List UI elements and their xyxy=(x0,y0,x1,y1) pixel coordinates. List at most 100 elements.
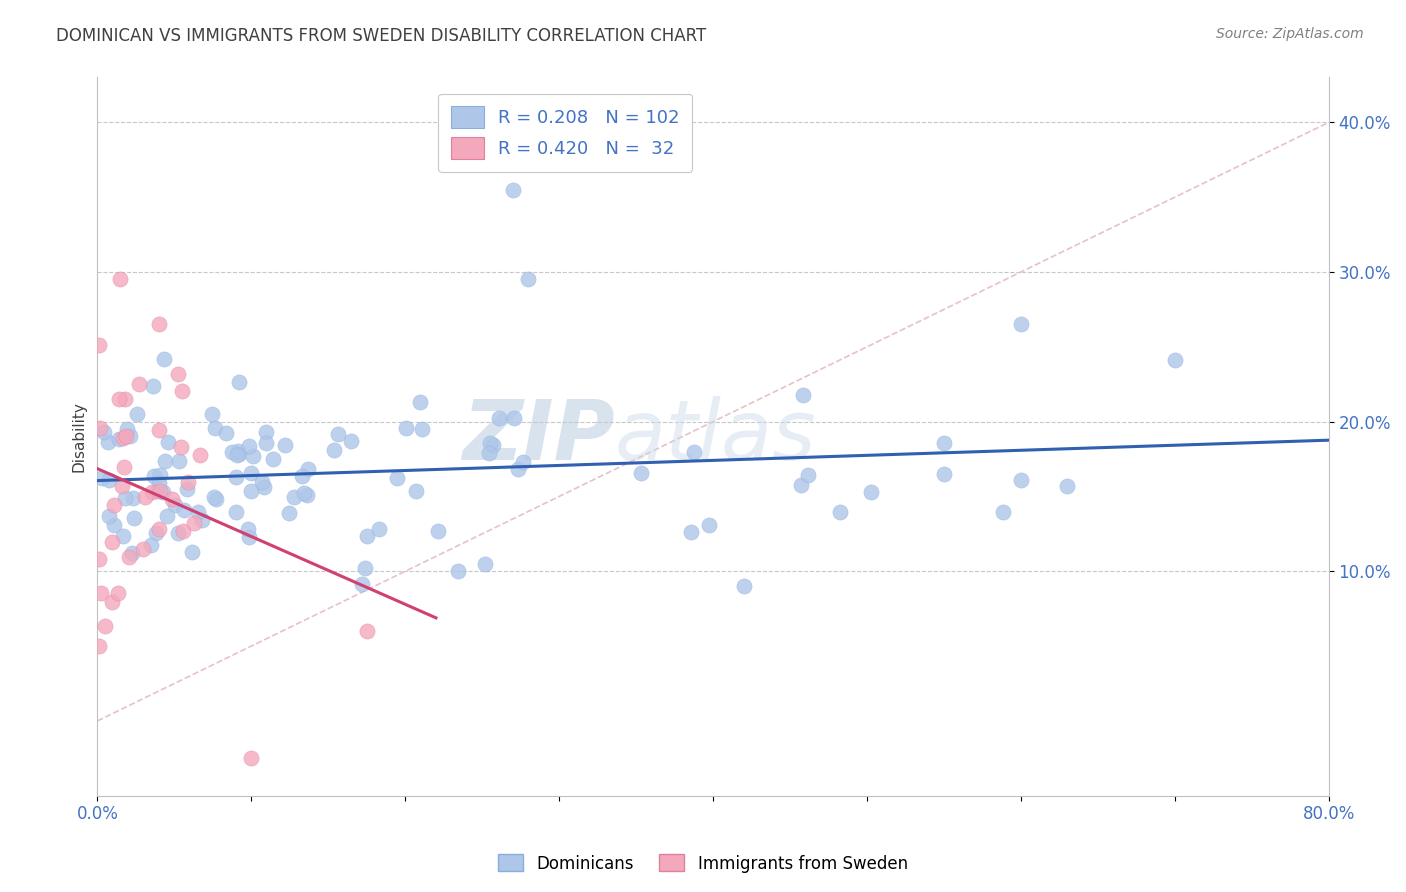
Point xyxy=(860,485,883,500)
Point xyxy=(502,411,524,425)
Point xyxy=(447,565,470,579)
Point xyxy=(183,516,205,530)
Point xyxy=(114,491,136,506)
Point xyxy=(506,462,529,476)
Point xyxy=(356,624,378,639)
Point xyxy=(427,524,450,538)
Point xyxy=(274,438,297,452)
Point xyxy=(87,338,110,352)
Point xyxy=(134,490,156,504)
Point xyxy=(180,545,202,559)
Point xyxy=(395,420,418,434)
Point xyxy=(201,407,224,421)
Point xyxy=(100,535,122,549)
Point xyxy=(120,429,142,443)
Point xyxy=(107,585,129,599)
Point xyxy=(225,470,247,484)
Point xyxy=(478,445,501,459)
Point xyxy=(409,394,432,409)
Point xyxy=(128,377,150,392)
Point xyxy=(191,513,214,527)
Point xyxy=(502,183,524,197)
Point xyxy=(797,468,820,483)
Point xyxy=(149,467,172,482)
Point xyxy=(110,272,132,286)
Point xyxy=(479,435,502,450)
Point xyxy=(202,490,225,504)
Point xyxy=(167,526,190,541)
Point xyxy=(733,579,755,593)
Point xyxy=(238,439,260,453)
Point xyxy=(250,475,273,490)
Point xyxy=(283,490,305,504)
Point xyxy=(108,432,131,446)
Point xyxy=(142,378,165,392)
Point xyxy=(148,483,170,498)
Point xyxy=(830,505,852,519)
Point xyxy=(630,467,652,481)
Point xyxy=(1056,479,1078,493)
Point xyxy=(142,468,165,483)
Point xyxy=(356,529,378,543)
Point xyxy=(111,479,134,493)
Point xyxy=(934,467,956,482)
Point xyxy=(221,445,243,459)
Point xyxy=(103,518,125,533)
Point xyxy=(177,475,200,490)
Point xyxy=(145,525,167,540)
Point xyxy=(141,485,163,500)
Point xyxy=(98,509,121,524)
Point xyxy=(352,577,374,591)
Legend: Dominicans, Immigrants from Sweden: Dominicans, Immigrants from Sweden xyxy=(492,847,914,880)
Point xyxy=(112,459,135,474)
Point xyxy=(94,618,117,632)
Point xyxy=(148,522,170,536)
Point xyxy=(512,455,534,469)
Point xyxy=(166,367,188,381)
Point xyxy=(111,529,134,543)
Point xyxy=(228,444,250,458)
Point xyxy=(215,425,238,440)
Point xyxy=(187,505,209,519)
Point xyxy=(153,351,176,366)
Point xyxy=(103,498,125,512)
Point xyxy=(228,376,250,390)
Point xyxy=(170,384,193,398)
Point xyxy=(121,546,143,560)
Point xyxy=(993,505,1015,519)
Point xyxy=(114,392,136,406)
Point xyxy=(697,517,720,532)
Point xyxy=(91,471,114,485)
Point xyxy=(240,751,263,765)
Point xyxy=(242,449,264,463)
Text: DOMINICAN VS IMMIGRANTS FROM SWEDEN DISABILITY CORRELATION CHART: DOMINICAN VS IMMIGRANTS FROM SWEDEN DISA… xyxy=(56,27,706,45)
Point xyxy=(236,522,259,536)
Point xyxy=(167,453,190,467)
Point xyxy=(228,447,250,461)
Point xyxy=(328,427,350,442)
Point xyxy=(238,530,260,544)
Point xyxy=(176,482,198,496)
Point xyxy=(156,434,179,449)
Point xyxy=(262,452,284,467)
Point xyxy=(101,595,124,609)
Point xyxy=(225,505,247,519)
Point xyxy=(488,410,510,425)
Point xyxy=(322,443,344,458)
Y-axis label: Disability: Disability xyxy=(72,401,86,472)
Point xyxy=(1010,474,1032,488)
Text: atlas: atlas xyxy=(614,396,815,477)
Point xyxy=(277,506,299,520)
Point xyxy=(226,448,249,462)
Point xyxy=(254,435,277,450)
Point xyxy=(115,429,138,443)
Point xyxy=(165,499,187,513)
Point xyxy=(790,478,813,492)
Point xyxy=(354,561,377,575)
Point xyxy=(160,492,183,507)
Point xyxy=(132,542,155,557)
Point xyxy=(239,466,262,480)
Point xyxy=(146,483,169,498)
Point xyxy=(297,487,319,501)
Point xyxy=(681,525,703,540)
